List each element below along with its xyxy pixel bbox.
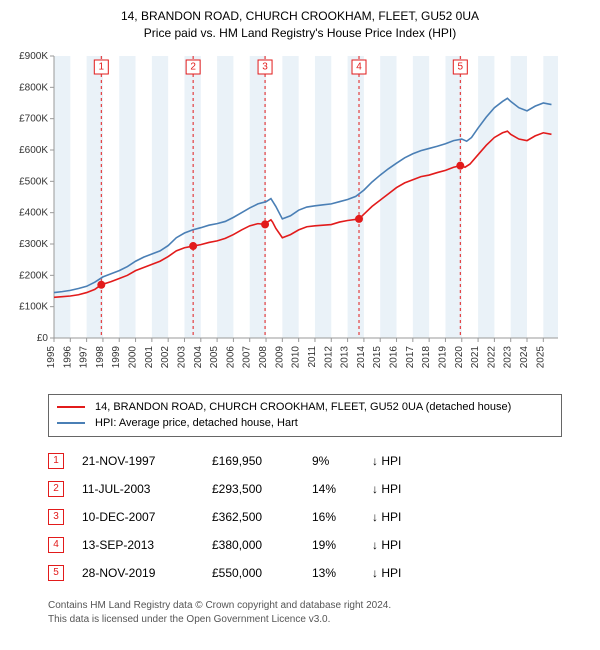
svg-text:2018: 2018 <box>421 345 432 368</box>
svg-text:£900K: £900K <box>19 51 48 62</box>
svg-text:2001: 2001 <box>144 345 155 368</box>
svg-text:1999: 1999 <box>111 345 122 368</box>
svg-text:2017: 2017 <box>405 345 416 368</box>
tx-badge: 4 <box>48 537 64 553</box>
tx-price: £380,000 <box>212 538 312 552</box>
tx-date: 13-SEP-2013 <box>82 538 212 552</box>
chart-title: 14, BRANDON ROAD, CHURCH CROOKHAM, FLEET… <box>8 8 592 42</box>
svg-text:1998: 1998 <box>95 345 106 368</box>
svg-text:£700K: £700K <box>19 113 48 124</box>
tx-badge: 1 <box>48 453 64 469</box>
svg-text:2012: 2012 <box>323 345 334 368</box>
svg-text:1996: 1996 <box>62 345 73 368</box>
svg-text:2: 2 <box>190 61 196 72</box>
legend-row-property: 14, BRANDON ROAD, CHURCH CROOKHAM, FLEET… <box>57 399 553 416</box>
svg-text:£200K: £200K <box>19 270 48 281</box>
svg-text:2003: 2003 <box>176 345 187 368</box>
svg-text:£800K: £800K <box>19 82 48 93</box>
tx-pct: 19% <box>312 538 372 552</box>
tx-price: £169,950 <box>212 454 312 468</box>
svg-text:£500K: £500K <box>19 176 48 187</box>
svg-text:£0: £0 <box>37 333 49 344</box>
tx-badge: 3 <box>48 509 64 525</box>
svg-text:£300K: £300K <box>19 239 48 250</box>
title-line-2: Price paid vs. HM Land Registry's House … <box>8 25 592 42</box>
svg-text:4: 4 <box>356 61 362 72</box>
svg-text:3: 3 <box>262 61 268 72</box>
svg-text:2006: 2006 <box>225 345 236 368</box>
tx-dir: ↓ HPI <box>372 454 401 468</box>
legend-swatch-hpi <box>57 422 85 424</box>
tx-dir: ↓ HPI <box>372 510 401 524</box>
svg-text:£100K: £100K <box>19 301 48 312</box>
svg-text:£600K: £600K <box>19 145 48 156</box>
svg-text:2021: 2021 <box>470 345 481 368</box>
tx-date: 21-NOV-1997 <box>82 454 212 468</box>
svg-text:2010: 2010 <box>291 345 302 368</box>
legend-swatch-property <box>57 406 85 408</box>
tx-price: £362,500 <box>212 510 312 524</box>
svg-text:2004: 2004 <box>193 345 204 368</box>
svg-text:1995: 1995 <box>46 345 57 368</box>
svg-text:2022: 2022 <box>486 345 497 368</box>
price-chart: £0 £100K £200K £300K £400K £500K £600K £700K £80… <box>8 48 592 384</box>
legend-label-property: 14, BRANDON ROAD, CHURCH CROOKHAM, FLEET… <box>95 399 511 416</box>
transaction-row: 2 11-JUL-2003£293,50014%↓ HPI <box>48 475 562 503</box>
svg-text:2024: 2024 <box>519 345 530 368</box>
transaction-row: 5 28-NOV-2019£550,00013%↓ HPI <box>48 559 562 587</box>
transaction-row: 1 21-NOV-1997£169,9509%↓ HPI <box>48 447 562 475</box>
svg-text:2025: 2025 <box>535 345 546 368</box>
svg-text:2016: 2016 <box>389 345 400 368</box>
svg-text:2023: 2023 <box>503 345 514 368</box>
tx-pct: 16% <box>312 510 372 524</box>
svg-text:2015: 2015 <box>372 345 383 368</box>
tx-dir: ↓ HPI <box>372 482 401 496</box>
tx-price: £293,500 <box>212 482 312 496</box>
svg-text:£400K: £400K <box>19 207 48 218</box>
svg-text:1: 1 <box>99 61 105 72</box>
svg-text:2002: 2002 <box>160 345 171 368</box>
tx-dir: ↓ HPI <box>372 538 401 552</box>
tx-price: £550,000 <box>212 566 312 580</box>
svg-text:1997: 1997 <box>79 345 90 368</box>
svg-text:2009: 2009 <box>274 345 285 368</box>
legend-label-hpi: HPI: Average price, detached house, Hart <box>95 415 298 432</box>
legend-row-hpi: HPI: Average price, detached house, Hart <box>57 415 553 432</box>
svg-text:2020: 2020 <box>454 345 465 368</box>
svg-text:2014: 2014 <box>356 345 367 368</box>
tx-dir: ↓ HPI <box>372 566 401 580</box>
svg-text:2013: 2013 <box>340 345 351 368</box>
tx-date: 11-JUL-2003 <box>82 482 212 496</box>
tx-pct: 13% <box>312 566 372 580</box>
tx-date: 10-DEC-2007 <box>82 510 212 524</box>
tx-badge: 2 <box>48 481 64 497</box>
chart-svg: £0 £100K £200K £300K £400K £500K £600K £700K £80… <box>8 48 568 384</box>
title-line-1: 14, BRANDON ROAD, CHURCH CROOKHAM, FLEET… <box>8 8 592 25</box>
license-line-1: Contains HM Land Registry data © Crown c… <box>48 599 562 613</box>
svg-text:2008: 2008 <box>258 345 269 368</box>
tx-pct: 9% <box>312 454 372 468</box>
transaction-table: 121-NOV-1997£169,9509%↓ HPI211-JUL-2003£… <box>48 447 562 587</box>
legend: 14, BRANDON ROAD, CHURCH CROOKHAM, FLEET… <box>48 394 562 437</box>
svg-text:5: 5 <box>458 61 464 72</box>
svg-text:2011: 2011 <box>307 345 318 367</box>
svg-text:2019: 2019 <box>437 345 448 368</box>
svg-text:2000: 2000 <box>128 345 139 368</box>
transaction-row: 4 13-SEP-2013£380,00019%↓ HPI <box>48 531 562 559</box>
tx-date: 28-NOV-2019 <box>82 566 212 580</box>
transaction-row: 3 10-DEC-2007£362,50016%↓ HPI <box>48 503 562 531</box>
tx-badge: 5 <box>48 565 64 581</box>
svg-text:2005: 2005 <box>209 345 220 368</box>
tx-pct: 14% <box>312 482 372 496</box>
license-text: Contains HM Land Registry data © Crown c… <box>48 599 562 627</box>
svg-text:2007: 2007 <box>242 345 253 368</box>
license-line-2: This data is licensed under the Open Gov… <box>48 613 562 627</box>
